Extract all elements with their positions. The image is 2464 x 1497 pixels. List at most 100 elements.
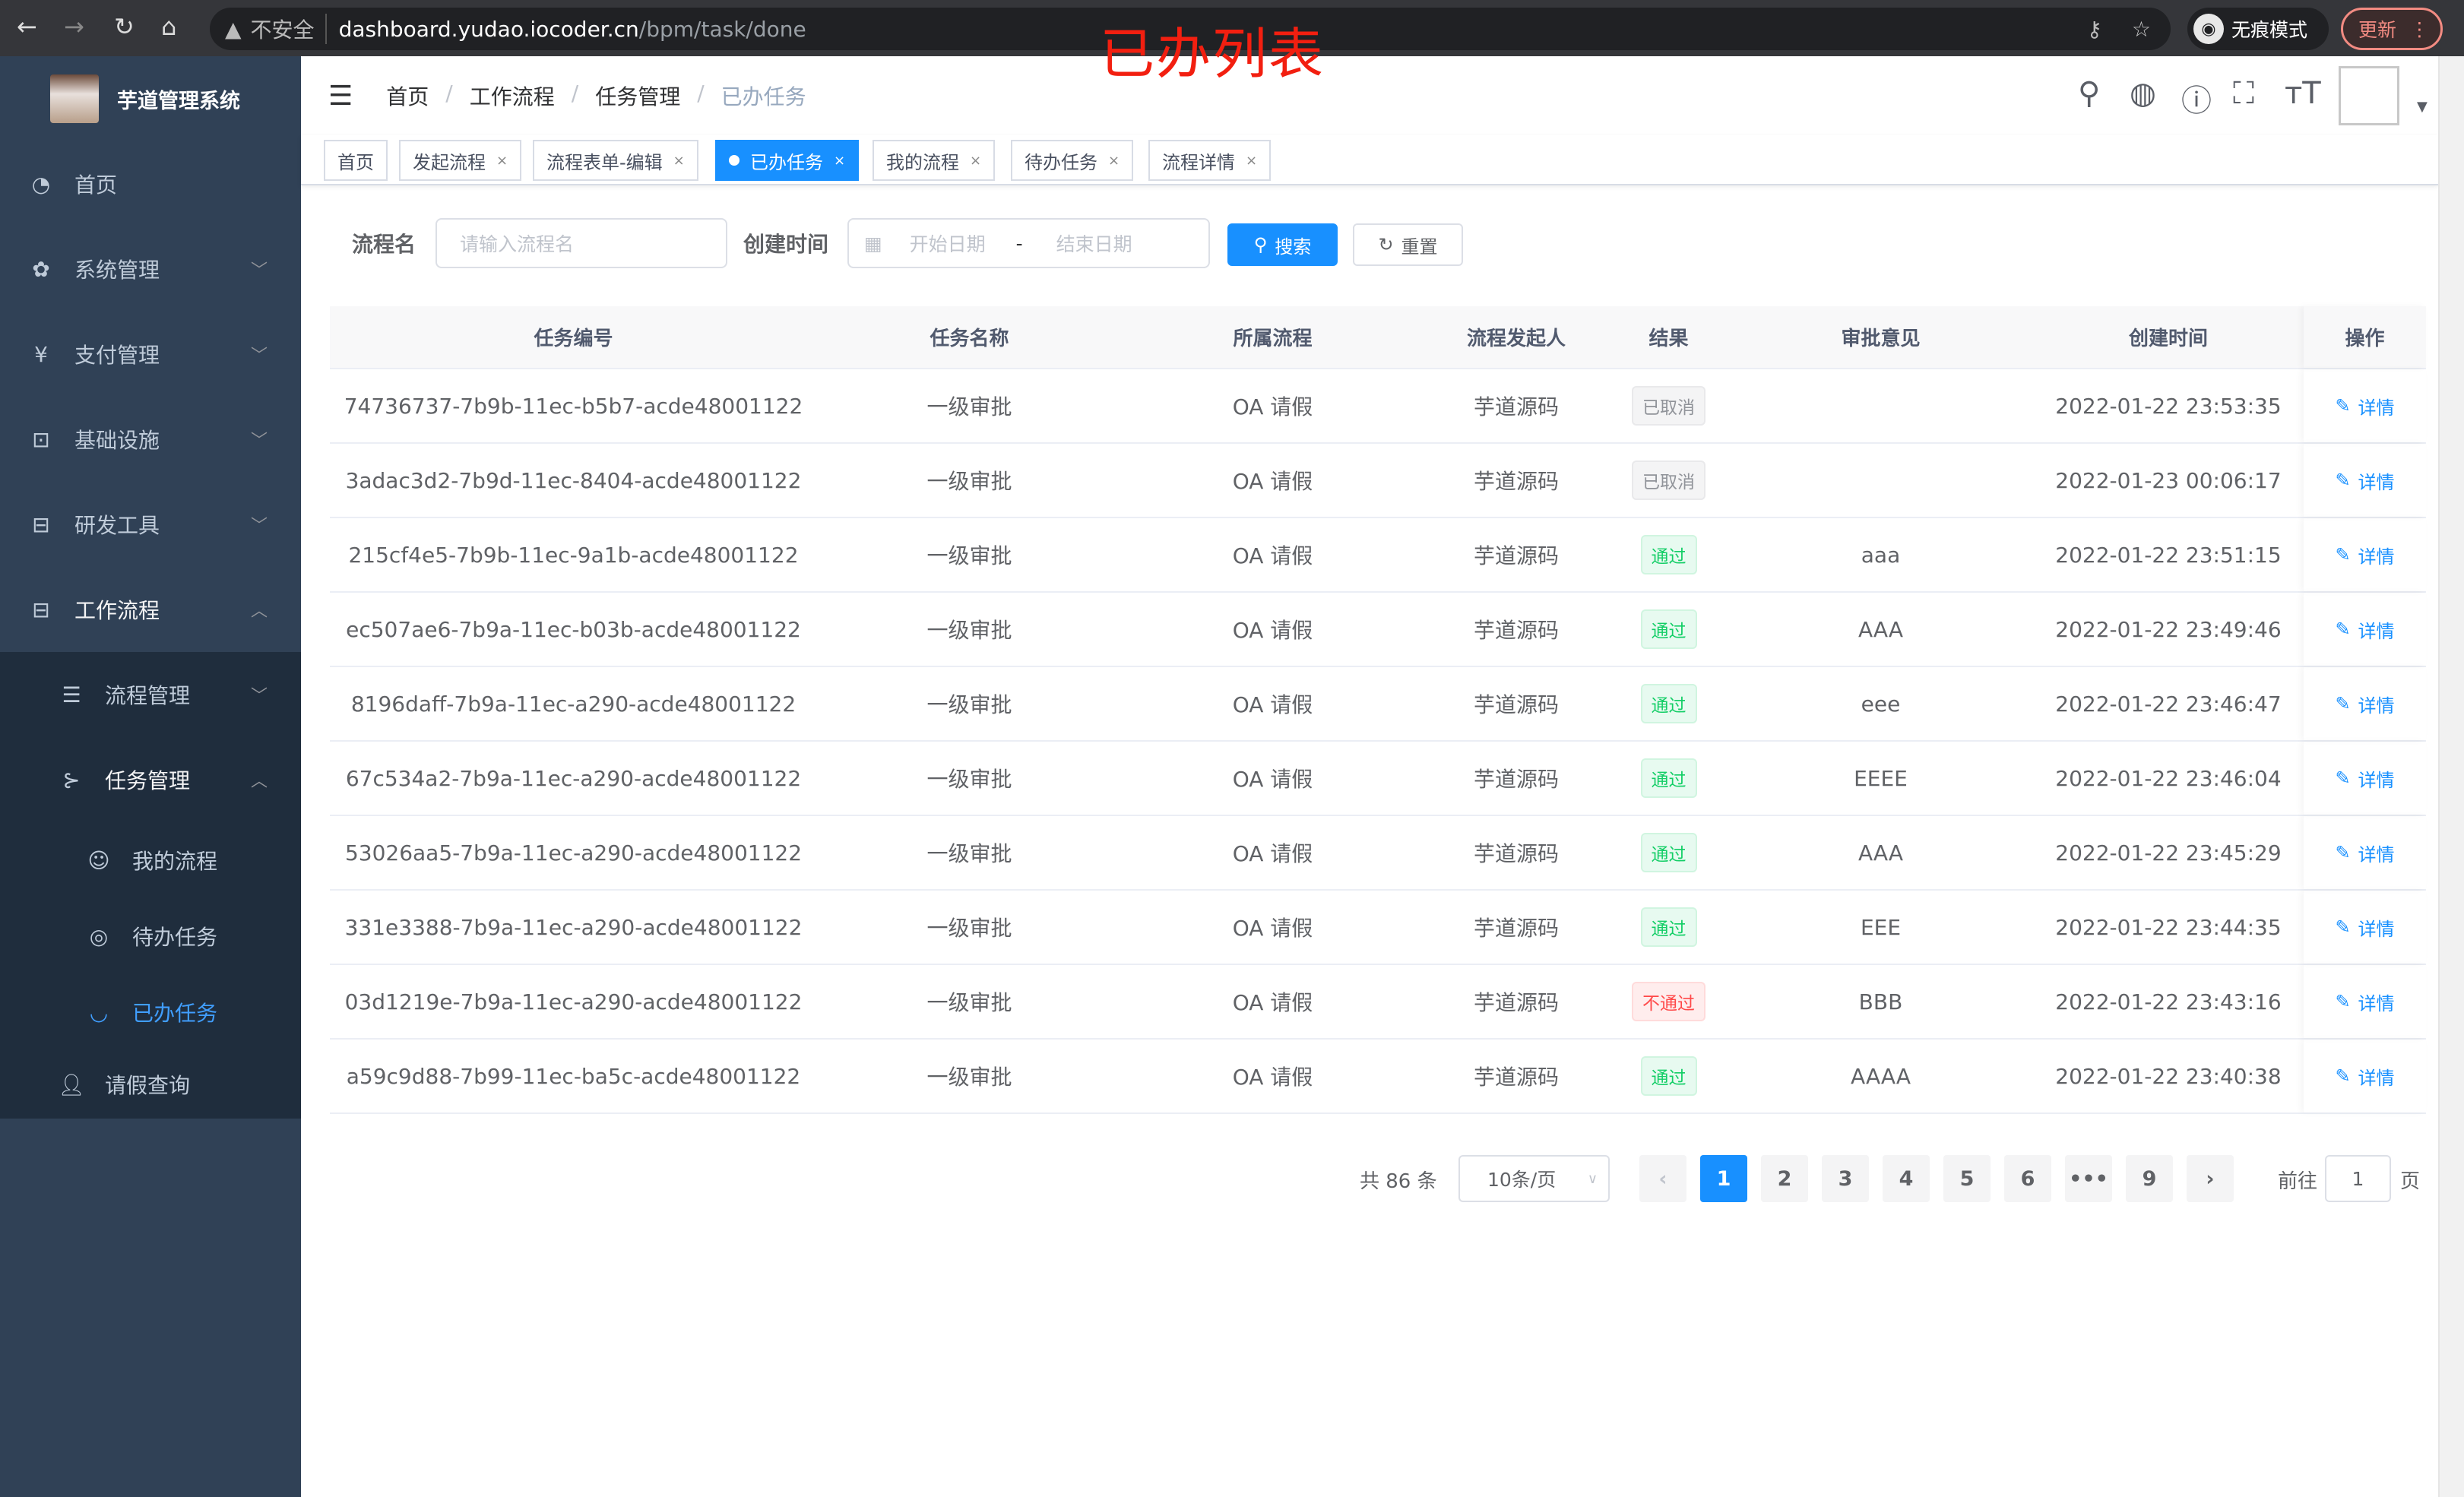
status-badge: 已取消: [1632, 386, 1705, 426]
search-label: 搜索: [1275, 236, 1312, 258]
breadcrumb-item[interactable]: 任务管理: [595, 84, 681, 109]
sidebar-item-system[interactable]: ✿ 系统管理 ﹀: [0, 226, 301, 312]
page-button[interactable]: 2: [1761, 1155, 1808, 1202]
sidebar-item-pay[interactable]: ¥ 支付管理 ﹀: [0, 312, 301, 397]
sidebar-item-leave[interactable]: 👤︎ 请假查询: [0, 1050, 301, 1119]
create-time: 2022-01-22 23:44:35: [2055, 914, 2282, 940]
detail-link[interactable]: ✎ 详情: [2335, 1063, 2394, 1090]
process-name-input[interactable]: 请输入流程名: [435, 218, 727, 268]
tag-label: 流程表单-编辑: [546, 151, 663, 173]
detail-link[interactable]: ✎ 详情: [2335, 765, 2394, 792]
detail-link[interactable]: ✎ 详情: [2335, 467, 2394, 494]
detail-link[interactable]: ✎ 详情: [2335, 989, 2394, 1015]
page-scrollbar[interactable]: [2438, 56, 2464, 1497]
key-icon[interactable]: ⚷: [2086, 16, 2102, 42]
next-page-button[interactable]: ›: [2187, 1155, 2234, 1202]
caret-down-icon[interactable]: ▼: [2417, 99, 2428, 115]
date-range-picker[interactable]: ▦ 开始日期 - 结束日期: [847, 218, 1210, 268]
incognito-badge[interactable]: ◉ 无痕模式: [2187, 8, 2329, 50]
detail-link[interactable]: ✎ 详情: [2335, 542, 2394, 568]
tag-start-process[interactable]: 发起流程 ×: [399, 140, 522, 181]
update-label: 更新: [2358, 19, 2397, 41]
goto-label: 前往: [2278, 1170, 2318, 1193]
sidebar-item-infra[interactable]: ⊡ 基础设施 ﹀: [0, 397, 301, 482]
close-icon[interactable]: ×: [496, 152, 508, 169]
toolbox-icon: ⊟: [32, 511, 50, 537]
avatar[interactable]: [2339, 66, 2399, 125]
edit-icon: ✎: [2335, 767, 2351, 789]
reload-icon[interactable]: ↻: [114, 12, 135, 41]
tag-my-process[interactable]: 我的流程 ×: [873, 140, 996, 181]
breadcrumb-item[interactable]: 工作流程: [469, 84, 555, 109]
status-badge: 不通过: [1632, 982, 1705, 1021]
result-cell: 已取消: [1609, 444, 1728, 517]
breadcrumb-current: 已办任务: [721, 84, 806, 109]
close-icon[interactable]: ×: [970, 152, 982, 169]
column-header: 结果: [1648, 328, 1689, 350]
sidebar-item-done[interactable]: ◡ 已办任务: [0, 974, 301, 1050]
page-size-select[interactable]: 10条/页 ∨: [1458, 1155, 1610, 1202]
page-button[interactable]: 3: [1822, 1155, 1869, 1202]
search-icon[interactable]: ⚲: [2078, 76, 2101, 111]
close-icon[interactable]: ×: [1246, 152, 1258, 169]
page-button[interactable]: 1: [1700, 1155, 1747, 1202]
reset-button[interactable]: ↻ 重置: [1353, 223, 1463, 266]
page-button[interactable]: 4: [1883, 1155, 1930, 1202]
url-host: dashboard.yudao.iocoder.cn: [338, 16, 639, 42]
action-cell: ✎ 详情: [2304, 891, 2426, 964]
home-icon[interactable]: ⌂: [161, 12, 177, 41]
starter: 芋道源码: [1473, 469, 1559, 494]
sidebar-item-process-mgmt[interactable]: ☰ 流程管理 ﹀: [0, 652, 301, 737]
search-button[interactable]: ⚲ 搜索: [1227, 223, 1338, 266]
tag-form-edit[interactable]: 流程表单-编辑 ×: [533, 140, 698, 181]
sidebar-item-workflow[interactable]: ⊟ 工作流程 ︿: [0, 567, 301, 652]
sidebar-item-home[interactable]: ◔ 首页: [0, 141, 301, 226]
logo[interactable]: 芋道管理系统: [0, 56, 301, 141]
edit-icon: ✎: [2335, 1065, 2351, 1087]
close-icon[interactable]: ×: [1108, 152, 1120, 169]
action-cell: ✎ 详情: [2304, 593, 2426, 666]
breadcrumb-item[interactable]: 首页: [386, 84, 429, 109]
detail-link[interactable]: ✎ 详情: [2335, 393, 2394, 419]
star-icon[interactable]: ☆: [2131, 16, 2151, 42]
detail-link[interactable]: ✎ 详情: [2335, 914, 2394, 941]
create-time: 2022-01-22 23:43:16: [2055, 989, 2282, 1014]
tag-label: 发起流程: [413, 151, 486, 173]
comment: AAA: [1858, 840, 1904, 866]
result-cell: 不通过: [1609, 965, 1728, 1038]
detail-link[interactable]: ✎ 详情: [2335, 616, 2394, 643]
page-button[interactable]: 6: [2004, 1155, 2051, 1202]
close-icon[interactable]: ×: [673, 152, 685, 169]
process-name: OA 请假: [1232, 692, 1313, 717]
start-date-input[interactable]: 开始日期: [909, 233, 986, 255]
detail-link[interactable]: ✎ 详情: [2335, 691, 2394, 717]
more-pages-button[interactable]: •••: [2065, 1155, 2112, 1202]
forward-icon[interactable]: →: [64, 12, 84, 41]
column-header: 审批意见: [1841, 328, 1921, 350]
back-icon[interactable]: ←: [17, 12, 37, 41]
sidebar-item-todo[interactable]: ◎ 待办任务: [0, 898, 301, 974]
tag-process-detail[interactable]: 流程详情 ×: [1148, 140, 1272, 181]
table-row: 53026aa5-7b9a-11ec-a290-acde48001122 一级审批…: [330, 816, 2426, 891]
tag-home[interactable]: 首页: [324, 140, 388, 181]
sidebar-item-task-mgmt[interactable]: ⊱ 任务管理 ︿: [0, 737, 301, 822]
font-size-icon[interactable]: ᴛT: [2285, 76, 2321, 111]
fullscreen-icon[interactable]: ⛶: [2233, 76, 2254, 111]
end-date-input[interactable]: 结束日期: [1056, 233, 1132, 255]
sidebar-item-devtools[interactable]: ⊟ 研发工具 ﹀: [0, 482, 301, 567]
label: 请假查询: [105, 1073, 191, 1098]
github-icon[interactable]: ◍: [2130, 76, 2156, 111]
update-button[interactable]: 更新 ⋮: [2341, 8, 2443, 50]
detail-link[interactable]: ✎ 详情: [2335, 840, 2394, 866]
address-bar[interactable]: ▲ 不安全 dashboard.yudao.iocoder.cn/bpm/tas…: [210, 8, 2171, 50]
prev-page-button[interactable]: ‹: [1639, 1155, 1686, 1202]
hamburger-icon[interactable]: ☰: [328, 80, 353, 112]
close-icon[interactable]: ×: [834, 152, 846, 169]
tag-done-tasks[interactable]: 已办任务 ×: [715, 140, 860, 181]
page-button[interactable]: 5: [1943, 1155, 1991, 1202]
sidebar-item-my-process[interactable]: ☺ 我的流程: [0, 822, 301, 898]
help-icon[interactable]: ⓘ: [2181, 84, 2212, 119]
tag-todo-tasks[interactable]: 待办任务 ×: [1011, 140, 1134, 181]
goto-page-input[interactable]: 1: [2325, 1155, 2391, 1202]
page-button[interactable]: 9: [2126, 1155, 2173, 1202]
